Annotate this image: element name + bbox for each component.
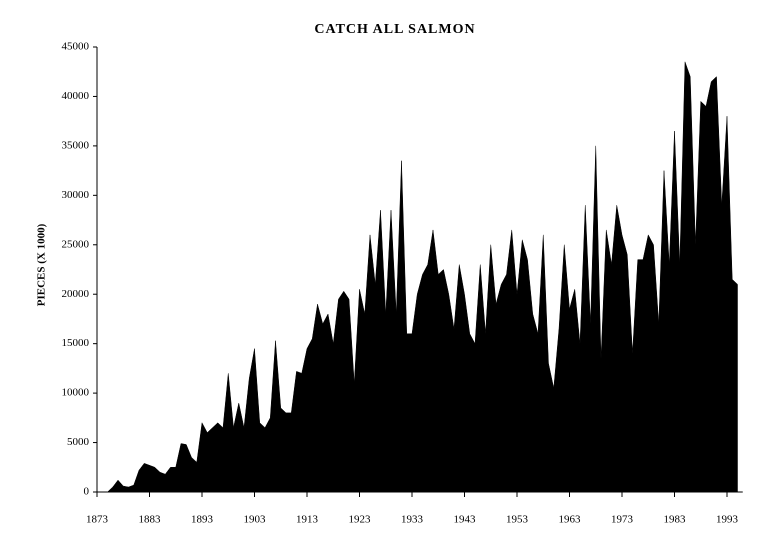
y-axis-label: PIECES (X 1000) <box>36 223 48 306</box>
y-tick-label: 25000 <box>62 238 90 250</box>
x-tick-label: 1903 <box>244 514 267 526</box>
x-tick-label: 1973 <box>611 514 634 526</box>
y-tick-label: 10000 <box>62 387 90 399</box>
x-tick-label: 1873 <box>86 514 109 526</box>
x-tick-label: 1943 <box>454 514 477 526</box>
chart-title: CATCH ALL SALMON <box>314 22 475 37</box>
x-tick-label: 1913 <box>296 514 319 526</box>
y-tick-label: 5000 <box>67 436 90 448</box>
x-tick-label: 1923 <box>349 514 372 526</box>
x-tick-label: 1933 <box>401 514 424 526</box>
y-tick-label: 0 <box>84 486 90 498</box>
y-tick-label: 30000 <box>62 189 90 201</box>
y-tick-label: 15000 <box>62 337 90 349</box>
y-tick-label: 40000 <box>62 90 90 102</box>
area <box>97 61 738 493</box>
x-tick-label: 1993 <box>716 514 739 526</box>
x-tick-label: 1963 <box>559 514 582 526</box>
x-tick-label: 1983 <box>664 514 687 526</box>
y-tick-label: 45000 <box>62 41 90 53</box>
x-tick-label: 1883 <box>139 514 162 526</box>
x-tick-label: 1953 <box>506 514 529 526</box>
y-tick-label: 35000 <box>62 139 90 151</box>
x-tick-label: 1893 <box>191 514 214 526</box>
y-tick-label: 20000 <box>62 288 90 300</box>
